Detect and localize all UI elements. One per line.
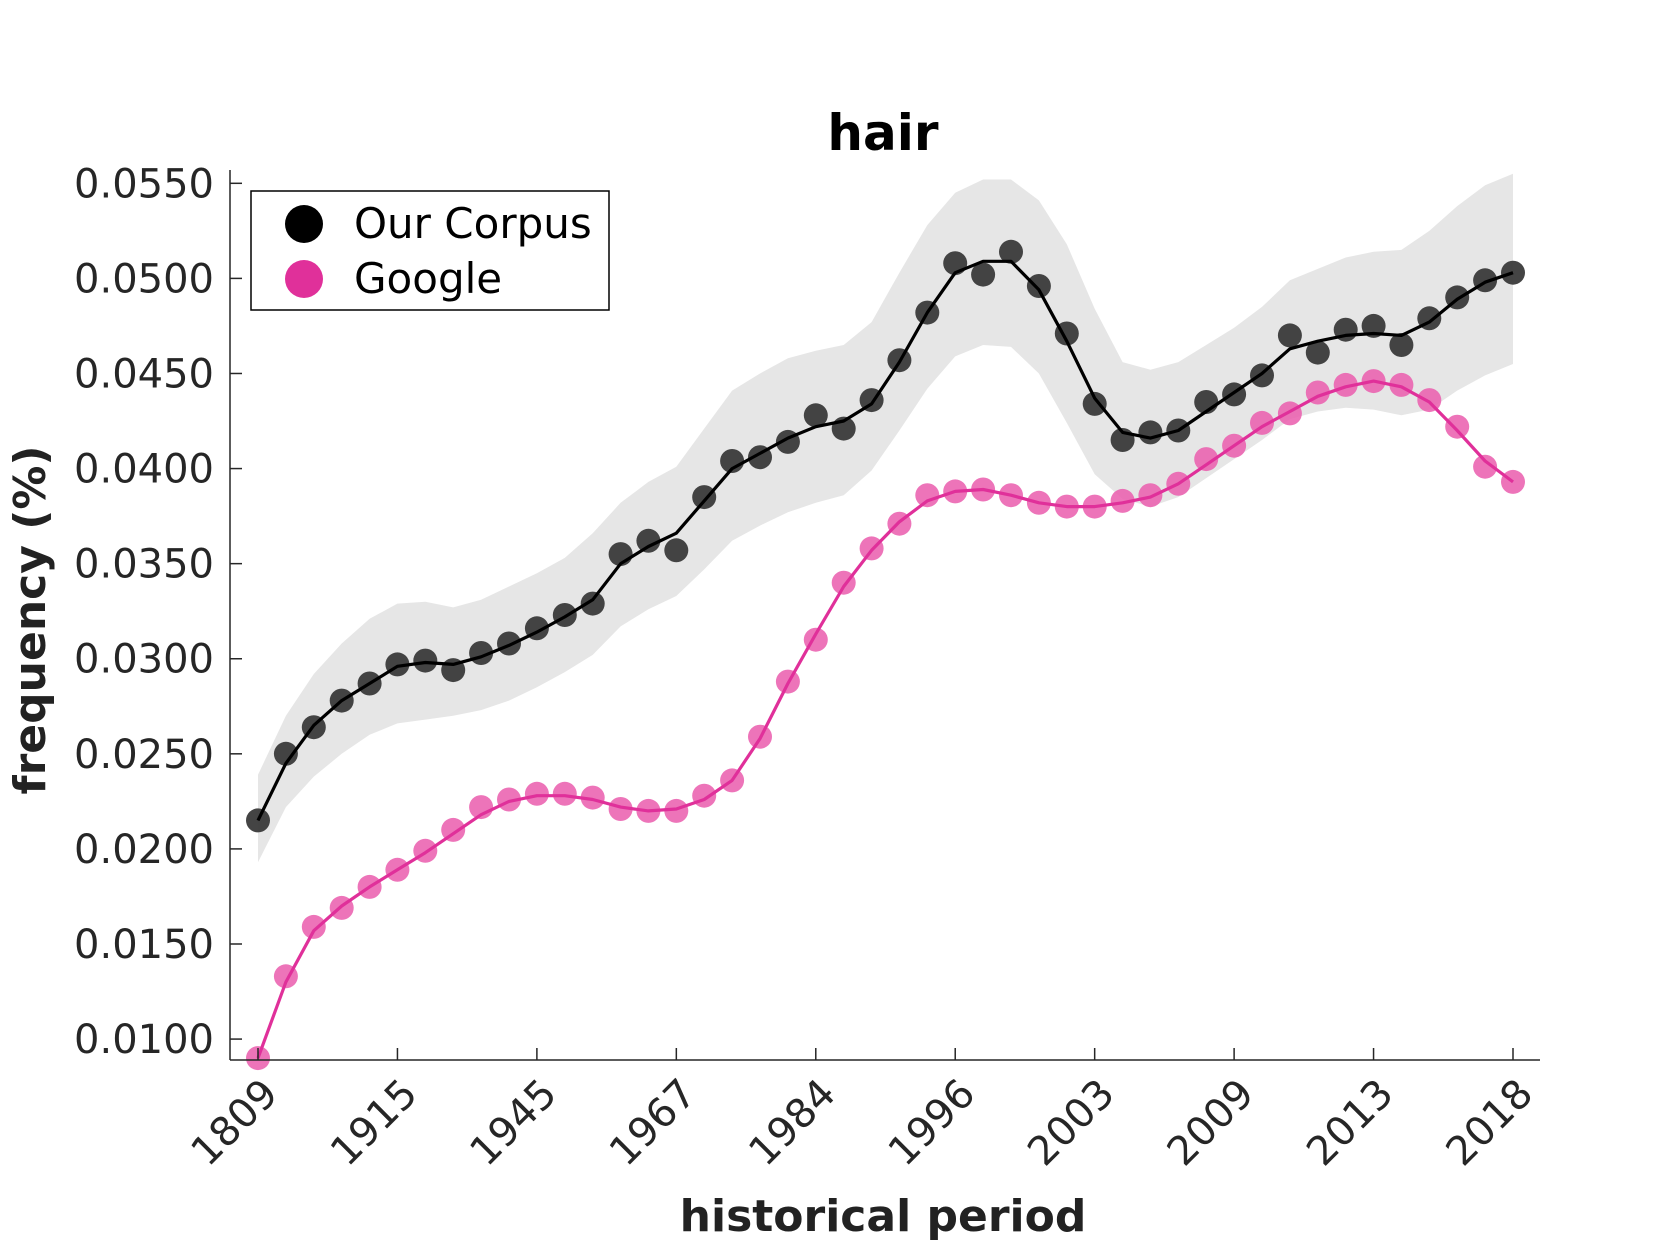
y-tick-label: 0.0100 xyxy=(74,1017,214,1063)
confidence-band xyxy=(258,173,1513,863)
data-point-our-corpus xyxy=(1305,340,1330,365)
data-point-our-corpus xyxy=(692,485,717,510)
data-point-our-corpus xyxy=(1138,420,1163,445)
data-point-our-corpus xyxy=(803,403,828,428)
data-point-google xyxy=(1473,454,1498,479)
data-point-google xyxy=(692,783,717,808)
legend-marker-our-corpus xyxy=(285,205,323,243)
data-point-our-corpus xyxy=(1389,333,1414,357)
data-point-google xyxy=(301,914,326,939)
y-tick-label: 0.0300 xyxy=(74,637,214,683)
y-tick-label: 0.0150 xyxy=(74,922,214,968)
data-point-our-corpus xyxy=(999,239,1023,264)
data-point-google xyxy=(1333,372,1358,397)
y-tick-label: 0.0200 xyxy=(74,827,214,873)
data-point-our-corpus xyxy=(413,648,438,673)
y-tick-label: 0.0550 xyxy=(74,161,214,207)
data-point-our-corpus xyxy=(497,631,521,656)
data-point-our-corpus xyxy=(664,538,689,563)
data-point-google xyxy=(1110,488,1135,513)
data-point-google xyxy=(1277,401,1302,426)
data-point-google xyxy=(580,785,605,810)
legend-marker-google xyxy=(285,260,323,298)
legend-label-google: Google xyxy=(354,254,502,303)
series-layer xyxy=(246,239,1525,1071)
legend: Our Corpus Google xyxy=(250,190,610,311)
y-tick-label: 0.0350 xyxy=(74,542,214,588)
legend-label-our-corpus: Our Corpus xyxy=(354,199,592,248)
data-point-google xyxy=(1138,483,1163,508)
data-point-google xyxy=(915,483,940,508)
data-point-google xyxy=(664,798,689,823)
data-point-our-corpus xyxy=(552,603,577,627)
y-tick-label: 0.0400 xyxy=(74,447,214,493)
y-tick-label: 0.0500 xyxy=(74,256,214,302)
data-point-our-corpus xyxy=(971,262,996,287)
chart-title: hair xyxy=(827,104,938,162)
data-point-our-corpus xyxy=(1026,274,1051,298)
x-axis-label: historical period xyxy=(680,1191,1087,1242)
confidence-band-layer xyxy=(258,173,1513,863)
data-point-google xyxy=(608,797,633,821)
data-point-our-corpus xyxy=(580,591,605,616)
y-axis-label: frequency (%) xyxy=(5,445,56,794)
data-point-google xyxy=(1194,447,1219,472)
data-point-our-corpus xyxy=(1361,313,1386,338)
fit-line-google xyxy=(256,379,1514,1059)
series-google xyxy=(246,369,1525,1071)
series-our-corpus xyxy=(246,239,1525,833)
data-point-our-corpus xyxy=(1082,391,1107,416)
y-tick-label: 0.0250 xyxy=(74,732,214,778)
data-point-google xyxy=(552,781,577,806)
data-point-our-corpus xyxy=(636,528,661,553)
data-point-our-corpus xyxy=(273,741,298,766)
fit-line-our-corpus xyxy=(256,259,1514,822)
data-point-google xyxy=(1445,414,1470,439)
data-point-google xyxy=(524,781,549,806)
data-point-our-corpus xyxy=(1277,323,1302,348)
y-tick-label: 0.0450 xyxy=(74,351,214,397)
